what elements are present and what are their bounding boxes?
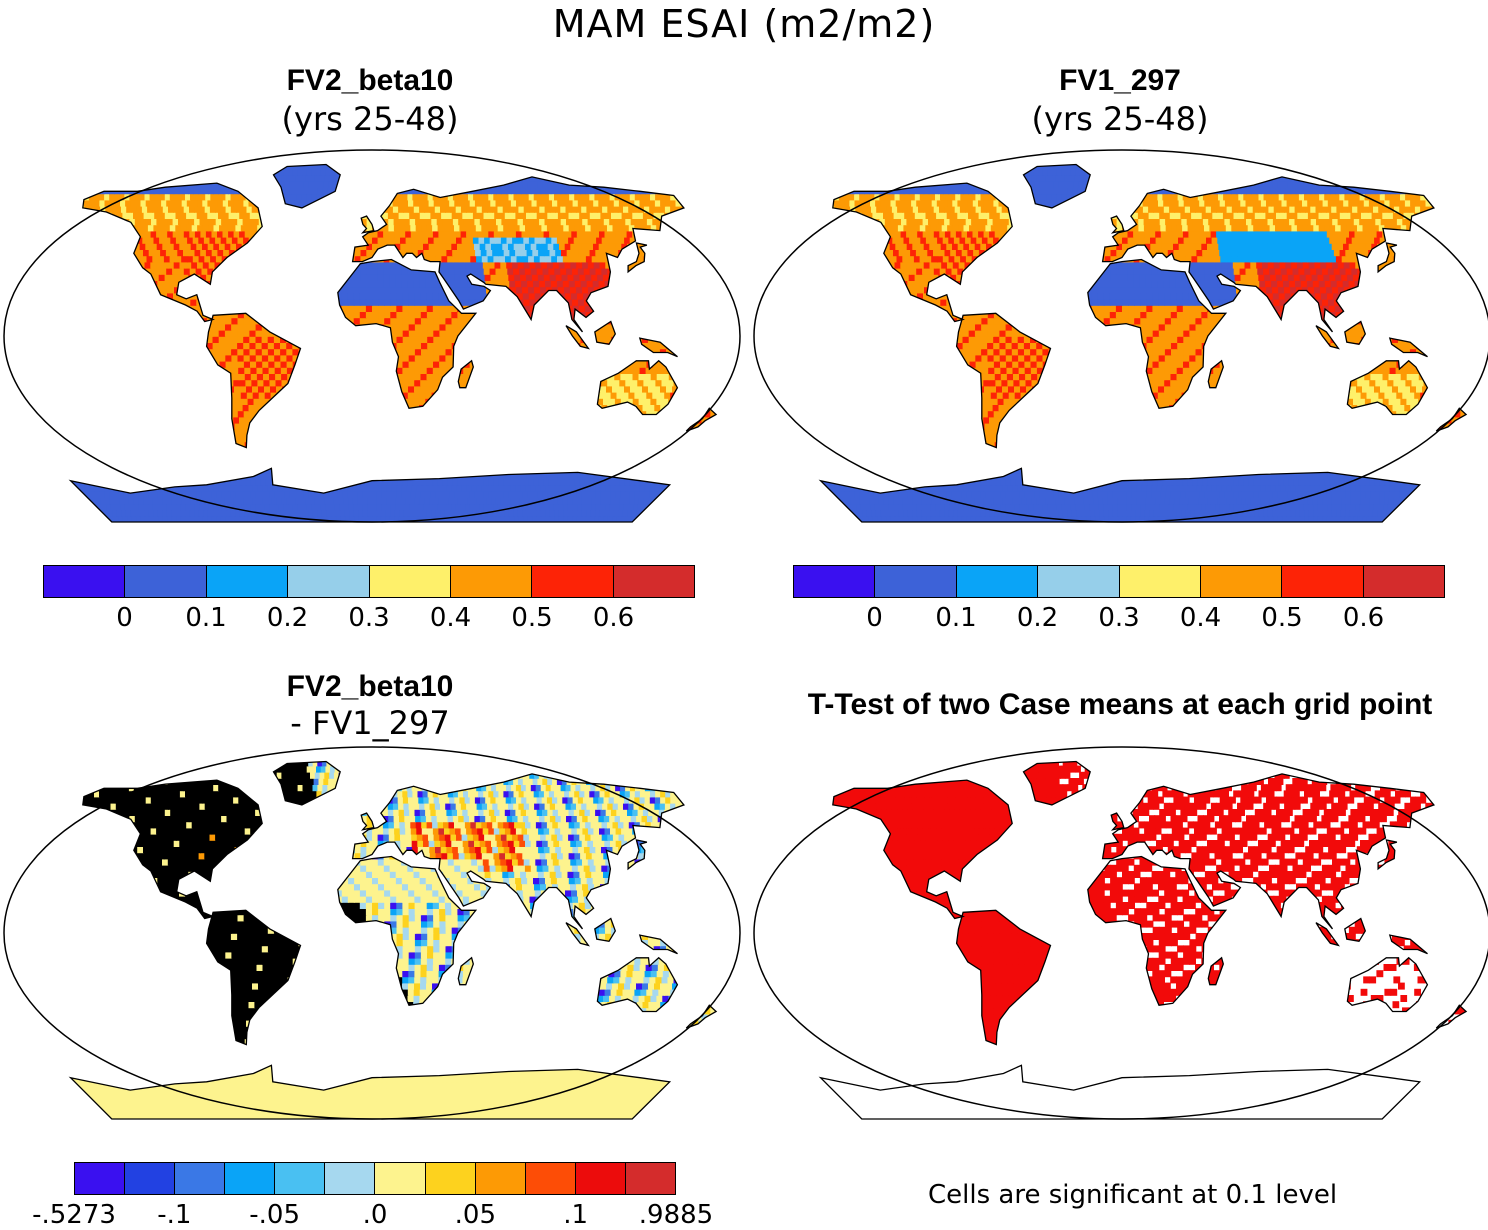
colorbar-tick-label: 0.3 bbox=[348, 603, 389, 633]
panel-subtitle-bottom-left: - FV1_297 bbox=[120, 704, 620, 742]
colorbar-tick-label: -.05 bbox=[249, 1200, 300, 1230]
colorbar-swatch bbox=[957, 566, 1038, 597]
panel-title-top-right: FV1_297 bbox=[870, 64, 1370, 98]
colorbar-swatch bbox=[476, 1163, 526, 1194]
panel-title-bottom-right: T-Test of two Case means at each grid po… bbox=[750, 688, 1488, 722]
map-ttest bbox=[750, 745, 1488, 1121]
colorbar-swatch bbox=[175, 1163, 225, 1194]
colorbar-tick-label: 0.2 bbox=[1017, 603, 1058, 633]
coastline-an bbox=[821, 1065, 1420, 1119]
panel-title-top-left: FV2_beta10 bbox=[120, 64, 620, 98]
colorbar-swatch bbox=[526, 1163, 576, 1194]
colorbar-swatch bbox=[1038, 566, 1119, 597]
colorbar-tick-label: .05 bbox=[455, 1200, 496, 1230]
colorbar-tick-label: 0.3 bbox=[1098, 603, 1139, 633]
colorbar-swatch bbox=[275, 1163, 325, 1194]
colorbar-swatch bbox=[325, 1163, 375, 1194]
panel-subtitle-top-right: (yrs 25-48) bbox=[870, 100, 1370, 138]
significance-note: Cells are significant at 0.1 level bbox=[928, 1180, 1337, 1210]
map-fv2-beta10 bbox=[0, 148, 744, 524]
colorbar-swatch bbox=[1120, 566, 1201, 597]
colorbar-swatch bbox=[875, 566, 956, 597]
colorbar-swatch bbox=[44, 566, 125, 597]
colorbar-tick-label: 0 bbox=[116, 603, 133, 633]
colorbar-tick-label: .9885 bbox=[639, 1200, 713, 1230]
colorbar-swatch bbox=[125, 566, 206, 597]
colorbar-swatch bbox=[1201, 566, 1282, 597]
map-difference bbox=[0, 745, 744, 1121]
coastline-jp bbox=[1378, 840, 1397, 869]
colorbar-tick-label: .1 bbox=[563, 1200, 588, 1230]
colorbar-tick-label: 0 bbox=[866, 603, 883, 633]
colorbar-tick-label: 0.4 bbox=[1180, 603, 1221, 633]
colorbar-tick-label: 0.5 bbox=[1261, 603, 1302, 633]
colorbar-tick-label: -.5273 bbox=[32, 1200, 116, 1230]
colorbar-swatch bbox=[1282, 566, 1363, 597]
ttest-cells bbox=[754, 759, 1488, 1064]
colorbar-difference bbox=[74, 1162, 676, 1195]
colorbar-tick-label: 0.4 bbox=[430, 603, 471, 633]
panel-title-bottom-left: FV2_beta10 bbox=[120, 670, 620, 704]
colorbar-fv1-297 bbox=[793, 565, 1445, 598]
colorbar-swatch bbox=[207, 566, 288, 597]
panel-subtitle-top-left: (yrs 25-48) bbox=[120, 100, 620, 138]
colorbar-swatch bbox=[451, 566, 532, 597]
colorbar-swatch bbox=[1364, 566, 1444, 597]
colorbar-tick-label: 0.6 bbox=[1343, 603, 1384, 633]
colorbar-swatch bbox=[532, 566, 613, 597]
colorbar-tick-label: 0.2 bbox=[267, 603, 308, 633]
colorbar-tick-label: 0.5 bbox=[511, 603, 552, 633]
colorbar-tick-label: -.1 bbox=[157, 1200, 191, 1230]
colorbar-swatch bbox=[614, 566, 694, 597]
colorbar-swatch bbox=[375, 1163, 425, 1194]
colorbar-swatch bbox=[626, 1163, 675, 1194]
colorbar-tick-label: 0.1 bbox=[935, 603, 976, 633]
colorbar-swatch bbox=[225, 1163, 275, 1194]
colorbar-swatch bbox=[288, 566, 369, 597]
colorbar-swatch bbox=[370, 566, 451, 597]
colorbar-tick-label: 0.6 bbox=[593, 603, 634, 633]
colorbar-tick-label: .0 bbox=[363, 1200, 388, 1230]
colorbar-swatch bbox=[426, 1163, 476, 1194]
colorbar-swatch bbox=[75, 1163, 125, 1194]
colorbar-swatch bbox=[794, 566, 875, 597]
colorbar-swatch bbox=[576, 1163, 626, 1194]
colorbar-swatch bbox=[125, 1163, 175, 1194]
map-fv1-297 bbox=[750, 148, 1488, 524]
colorbar-tick-label: 0.1 bbox=[185, 603, 226, 633]
colorbar-fv2-beta10 bbox=[43, 565, 695, 598]
figure-title: MAM ESAI (m2/m2) bbox=[0, 2, 1488, 46]
